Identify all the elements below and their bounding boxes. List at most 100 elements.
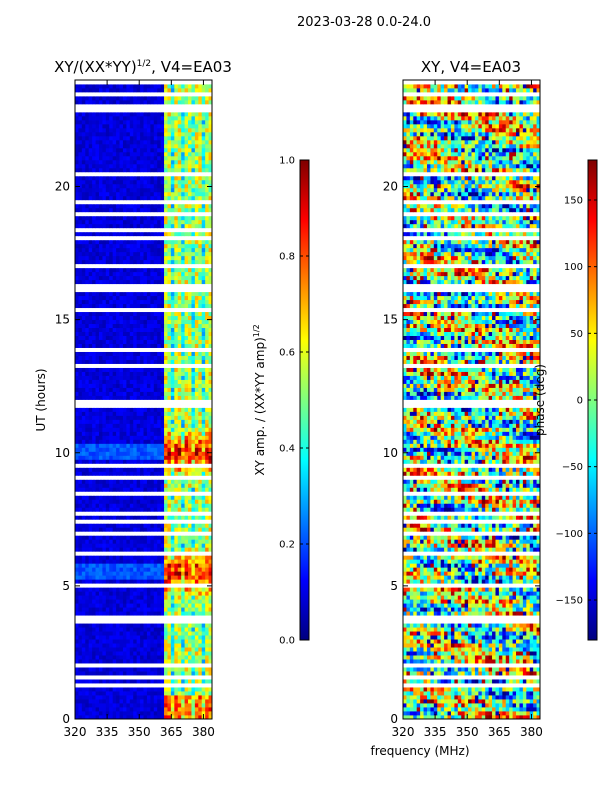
heatmap-cell bbox=[112, 511, 117, 516]
heatmap-cell bbox=[116, 287, 120, 293]
heatmap-cell bbox=[116, 711, 120, 716]
heatmap-cell bbox=[119, 687, 124, 692]
heatmap-cell bbox=[112, 423, 117, 428]
heatmap-cell bbox=[85, 599, 90, 604]
heatmap-cell bbox=[98, 635, 103, 640]
heatmap-cell bbox=[102, 475, 107, 480]
heatmap-cell bbox=[109, 515, 114, 520]
heatmap-cell bbox=[126, 459, 131, 464]
heatmap-cell bbox=[146, 271, 151, 277]
heatmap-cell bbox=[150, 487, 155, 492]
heatmap-cell bbox=[146, 303, 151, 309]
heatmap-cell bbox=[184, 715, 189, 719]
heatmap-cell bbox=[208, 491, 212, 496]
heatmap-cell bbox=[198, 431, 203, 436]
heatmap-cell bbox=[88, 347, 93, 352]
heatmap-cell bbox=[160, 487, 165, 492]
heatmap-cell bbox=[129, 419, 134, 424]
heatmap-cell bbox=[105, 375, 110, 380]
heatmap-cell bbox=[143, 375, 148, 380]
heatmap-cell bbox=[160, 523, 165, 528]
heatmap-cell bbox=[122, 571, 127, 576]
heatmap-cell bbox=[78, 415, 83, 420]
heatmap-cell bbox=[116, 603, 120, 608]
heatmap-cell bbox=[188, 695, 192, 700]
heatmap-cell bbox=[191, 655, 196, 660]
heatmap-cell bbox=[116, 683, 120, 688]
heatmap-cell bbox=[191, 423, 196, 428]
heatmap-cell bbox=[95, 403, 100, 408]
heatmap-cell bbox=[102, 307, 107, 313]
heatmap-cell bbox=[109, 603, 114, 608]
heatmap-cell bbox=[140, 683, 144, 688]
heatmap-cell bbox=[201, 631, 206, 636]
heatmap-cell bbox=[129, 639, 134, 644]
heatmap-cell bbox=[143, 559, 148, 564]
heatmap-cell bbox=[150, 611, 155, 616]
heatmap-cell bbox=[174, 279, 179, 285]
heatmap-cell bbox=[92, 647, 96, 652]
heatmap-cell bbox=[85, 503, 90, 508]
heatmap-cell bbox=[85, 695, 90, 700]
heatmap-cell bbox=[198, 487, 203, 492]
heatmap-cell bbox=[164, 463, 168, 468]
heatmap-cell bbox=[198, 559, 203, 564]
heatmap-cell bbox=[78, 263, 83, 269]
heatmap-cell bbox=[133, 511, 138, 516]
heatmap-cell bbox=[153, 655, 158, 660]
heatmap-cell bbox=[133, 331, 138, 336]
heatmap-cell bbox=[119, 667, 124, 672]
heatmap-cell bbox=[191, 543, 196, 548]
heatmap-cell bbox=[140, 403, 144, 408]
heatmap-cell bbox=[150, 367, 155, 372]
heatmap-cell bbox=[85, 483, 90, 488]
heatmap-cell bbox=[170, 235, 175, 241]
heatmap-cell bbox=[170, 711, 175, 716]
heatmap-cell bbox=[167, 279, 172, 285]
heatmap-cell bbox=[160, 311, 165, 317]
heatmap-cell bbox=[150, 363, 155, 368]
heatmap-cell bbox=[136, 475, 141, 480]
heatmap-cell bbox=[140, 611, 144, 616]
heatmap-cell bbox=[78, 319, 83, 325]
heatmap-cell bbox=[133, 423, 138, 428]
heatmap-cell bbox=[98, 395, 103, 400]
heatmap-cell bbox=[181, 379, 185, 384]
heatmap-cell bbox=[188, 463, 192, 468]
heatmap-cell bbox=[177, 299, 182, 305]
heatmap-cell bbox=[116, 699, 120, 704]
heatmap-cell bbox=[174, 479, 179, 484]
heatmap-cell bbox=[126, 355, 131, 360]
heatmap-cell bbox=[126, 503, 131, 508]
heatmap-cell bbox=[81, 439, 86, 444]
heatmap-cell bbox=[75, 475, 79, 480]
heatmap-cell bbox=[177, 259, 182, 265]
heatmap-cell bbox=[105, 679, 110, 684]
heatmap-cell bbox=[81, 443, 86, 448]
heatmap-cell bbox=[112, 255, 117, 261]
heatmap-cell bbox=[208, 291, 212, 297]
heatmap-cell bbox=[188, 619, 192, 624]
heatmap-cell bbox=[88, 587, 93, 592]
heatmap-cell bbox=[164, 399, 168, 404]
heatmap-cell bbox=[191, 399, 196, 404]
heatmap-cell bbox=[177, 267, 182, 273]
heatmap-cell bbox=[191, 463, 196, 468]
heatmap-cell bbox=[153, 651, 158, 656]
heatmap-cell bbox=[164, 635, 168, 640]
heatmap-cell bbox=[198, 515, 203, 520]
heatmap-cell bbox=[143, 643, 148, 648]
heatmap-cell bbox=[167, 703, 172, 708]
heatmap-cell bbox=[164, 219, 168, 225]
heatmap-cell bbox=[140, 343, 144, 348]
heatmap-cell bbox=[112, 315, 117, 321]
heatmap-cell bbox=[174, 491, 179, 496]
heatmap-cell bbox=[140, 319, 144, 325]
heatmap-cell bbox=[122, 703, 127, 708]
heatmap-cell bbox=[98, 235, 103, 241]
heatmap-cell bbox=[157, 663, 162, 668]
heatmap-cell bbox=[153, 707, 158, 712]
heatmap-cell bbox=[174, 259, 179, 265]
heatmap-cell bbox=[109, 319, 114, 325]
heatmap-cell bbox=[146, 623, 151, 628]
